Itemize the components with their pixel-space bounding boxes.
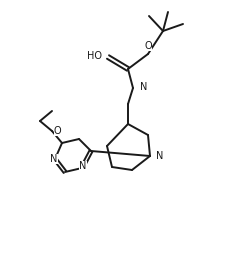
Text: HO: HO <box>87 51 101 61</box>
Text: N: N <box>155 151 163 161</box>
Text: N: N <box>139 82 147 92</box>
Text: N: N <box>50 154 57 164</box>
Text: N: N <box>79 161 86 171</box>
Text: O: O <box>143 41 151 51</box>
Text: O: O <box>54 126 61 136</box>
